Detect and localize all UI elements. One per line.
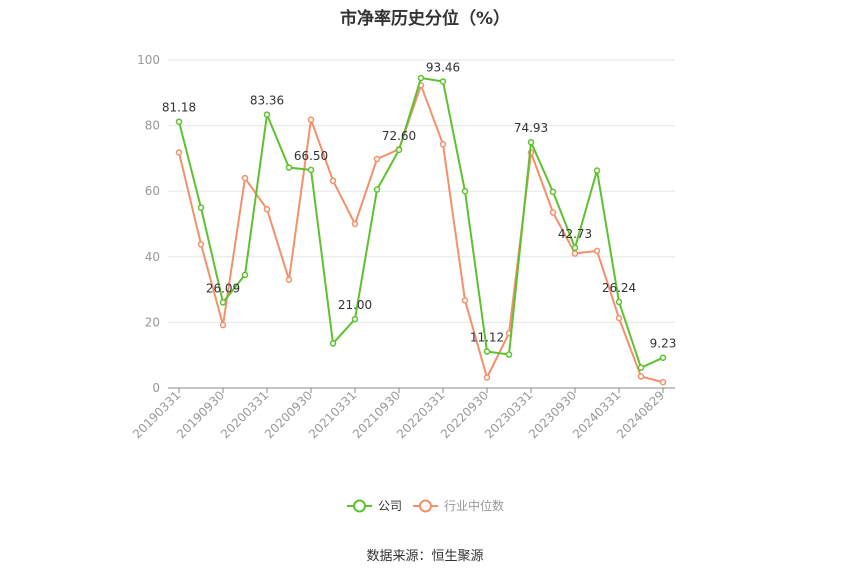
data-label: 74.93 [514, 121, 548, 135]
company-point [263, 111, 271, 118]
industry-point [483, 374, 491, 381]
y-tick-label: 100 [137, 53, 160, 67]
company-point [373, 186, 381, 193]
company-point [549, 188, 557, 196]
company-point [505, 351, 513, 358]
industry-point [593, 247, 601, 255]
industry-point [175, 149, 183, 156]
industry-point [549, 209, 557, 216]
company-point [395, 146, 403, 154]
data-label: 26.24 [602, 281, 636, 295]
data-label: 9.23 [650, 337, 677, 351]
industry-point [439, 141, 447, 148]
industry-point [615, 314, 623, 322]
legend-label-company: 公司 [378, 499, 402, 513]
data-label: 81.18 [162, 101, 196, 115]
company-point [637, 364, 645, 371]
industry-point [197, 241, 205, 248]
legend-marker-company [353, 499, 366, 513]
y-tick-label: 80 [145, 119, 160, 133]
data-label: 11.12 [470, 331, 504, 345]
company-point [329, 340, 337, 347]
company-line [178, 77, 664, 369]
data-label: 42.73 [558, 227, 592, 241]
y-tick-label: 0 [152, 381, 160, 395]
data-label: 72.60 [382, 129, 416, 143]
industry-point [241, 174, 249, 182]
company-point [351, 315, 359, 323]
company-point [615, 298, 623, 306]
company-point [483, 348, 491, 355]
legend-marker-industry [419, 499, 432, 513]
company-point [417, 74, 425, 82]
company-point [285, 164, 293, 171]
company-point [439, 78, 447, 85]
data-label: 66.50 [294, 149, 328, 163]
industry-point [307, 116, 315, 123]
company-point [461, 187, 469, 195]
industry-point [461, 297, 469, 304]
company-point [571, 244, 579, 252]
industry-point [659, 378, 667, 386]
data-label: 21.00 [338, 298, 372, 312]
company-point [593, 167, 601, 174]
company-point [307, 166, 315, 174]
industry-point [351, 220, 359, 228]
data-source: 数据来源：恒生聚源 [366, 549, 484, 564]
industry-point [219, 321, 227, 329]
company-point [197, 204, 205, 211]
company-point [527, 138, 535, 146]
industry-point [329, 177, 337, 184]
company-point [175, 118, 183, 125]
company-point [219, 299, 227, 306]
industry-point [637, 373, 645, 380]
x-tick-label: 20240829 [614, 388, 667, 441]
legend-label-industry: 行业中位数 [444, 498, 504, 513]
data-label: 83.36 [250, 94, 284, 108]
y-tick-label: 60 [145, 184, 160, 198]
y-tick-label: 20 [145, 315, 160, 329]
industry-point [571, 250, 579, 257]
chart-title: 市净率历史分位（%） [339, 9, 511, 29]
industry-point [373, 155, 381, 163]
y-tick-label: 40 [145, 250, 160, 264]
data-label: 93.46 [426, 60, 460, 74]
company-point [659, 354, 667, 361]
industry-point [285, 276, 293, 284]
industry-point [263, 205, 271, 213]
data-label: 26.09 [206, 281, 240, 295]
company-point [241, 271, 249, 279]
